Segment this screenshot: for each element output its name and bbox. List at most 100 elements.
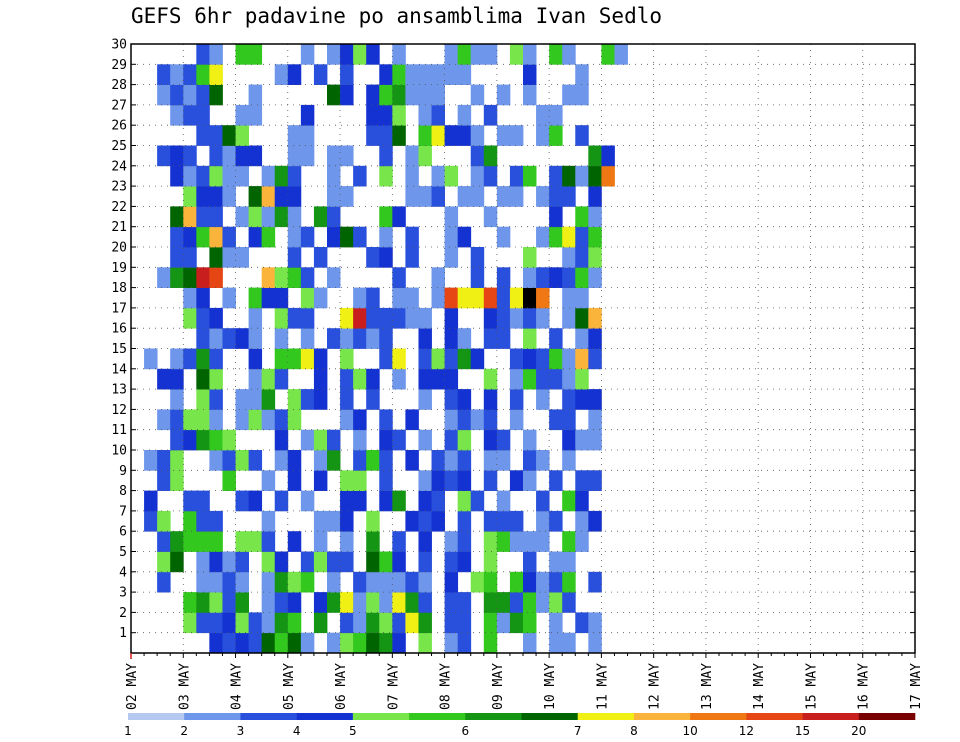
heatmap-cell (340, 409, 354, 431)
heatmap-cell (418, 368, 432, 390)
heatmap-cell (183, 226, 197, 248)
y-tick-label: 19 (111, 261, 127, 276)
heatmap-cell (157, 450, 171, 471)
heatmap-cell (300, 328, 315, 349)
heatmap-cell (588, 186, 602, 207)
heatmap-cell (300, 490, 315, 512)
heatmap-cell (470, 348, 485, 370)
heatmap-cell (248, 84, 263, 106)
heatmap-cell (483, 368, 498, 390)
heatmap-cell (340, 389, 354, 410)
heatmap-cell (431, 125, 445, 146)
y-tick-label: 3 (119, 586, 127, 601)
heatmap-cell (549, 328, 563, 349)
heatmap-cell (209, 389, 223, 410)
heatmap-cell (196, 64, 210, 85)
heatmap-cell (366, 450, 380, 471)
heatmap-cell (483, 531, 498, 552)
heatmap-cell (222, 592, 236, 613)
heatmap-cell (418, 104, 432, 126)
heatmap-cell (287, 145, 302, 167)
heatmap-cell (575, 612, 589, 634)
y-tick-label: 15 (111, 342, 127, 357)
heatmap-cell (157, 571, 171, 593)
heatmap-cell (287, 348, 302, 370)
heatmap-cell (431, 64, 445, 85)
heatmap-cell (536, 510, 550, 532)
y-tick-label: 28 (111, 78, 127, 93)
heatmap-cell (170, 247, 184, 268)
heatmap-cell (405, 247, 419, 268)
heatmap-cell (614, 44, 628, 65)
heatmap-cell (523, 64, 537, 85)
heatmap-cell (418, 307, 432, 329)
heatmap-cell (405, 510, 419, 532)
heatmap-cell (209, 247, 223, 268)
heatmap-cell (470, 409, 485, 431)
heatmap-cell (353, 490, 367, 512)
heatmap-cell (209, 450, 223, 471)
heatmap-cell (418, 125, 432, 146)
heatmap-cell (549, 267, 563, 288)
colorbar-swatch (577, 713, 635, 720)
heatmap-cell (170, 389, 184, 410)
heatmap-cell (327, 226, 341, 248)
heatmap-cell (287, 186, 302, 207)
y-tick-label: 29 (111, 58, 127, 73)
heatmap-cell (379, 84, 393, 106)
heatmap-cell (196, 165, 210, 187)
heatmap-cell (392, 551, 406, 573)
heatmap-cell (457, 328, 472, 349)
heatmap-cell (457, 592, 472, 613)
heatmap-cell (340, 145, 354, 167)
heatmap-cell (431, 368, 445, 390)
heatmap-cell (549, 632, 563, 654)
heatmap-cell (418, 612, 432, 634)
y-tick-label: 11 (111, 423, 127, 438)
heatmap-cell (300, 571, 315, 593)
colorbar-tick-label: 15 (795, 724, 810, 738)
heatmap-cell (483, 409, 498, 431)
heatmap-cell (444, 226, 459, 248)
heatmap-cell (274, 368, 289, 390)
heatmap-cell (340, 84, 354, 106)
heatmap-cell (575, 226, 589, 248)
heatmap-cell (248, 104, 263, 126)
heatmap-cell (379, 470, 393, 491)
heatmap-cell (575, 287, 589, 309)
heatmap-cell (274, 612, 289, 634)
heatmap-cell (523, 571, 537, 593)
heatmap-cell (379, 145, 393, 167)
heatmap-cell (418, 571, 432, 593)
heatmap-cell (209, 531, 223, 552)
heatmap-cell (431, 267, 445, 288)
heatmap-cell (327, 632, 341, 654)
heatmap-cell (157, 64, 171, 85)
heatmap-cell (575, 389, 589, 410)
colorbar-swatch (802, 713, 860, 720)
heatmap-cell (562, 348, 576, 370)
heatmap-cell (261, 165, 276, 187)
heatmap-cell (340, 368, 354, 390)
heatmap-cell (209, 125, 223, 146)
heatmap-cell (313, 429, 328, 451)
heatmap-cell (392, 104, 406, 126)
heatmap-cell (340, 531, 354, 552)
heatmap-cell (379, 551, 393, 573)
heatmap-cell (588, 348, 602, 370)
heatmap-cell (562, 226, 576, 248)
heatmap-cell (248, 307, 263, 329)
heatmap-cell (601, 165, 615, 187)
heatmap-cell (287, 612, 302, 634)
heatmap-cell (470, 125, 485, 146)
heatmap-cell (457, 612, 472, 634)
heatmap-cell (457, 186, 472, 207)
heatmap-cell (457, 389, 472, 410)
heatmap-cell (261, 389, 276, 410)
heatmap-cell (313, 510, 328, 532)
heatmap-cell (170, 267, 184, 288)
heatmap-cell (313, 551, 328, 573)
heatmap-cell (588, 470, 602, 491)
heatmap-cell (313, 470, 328, 491)
